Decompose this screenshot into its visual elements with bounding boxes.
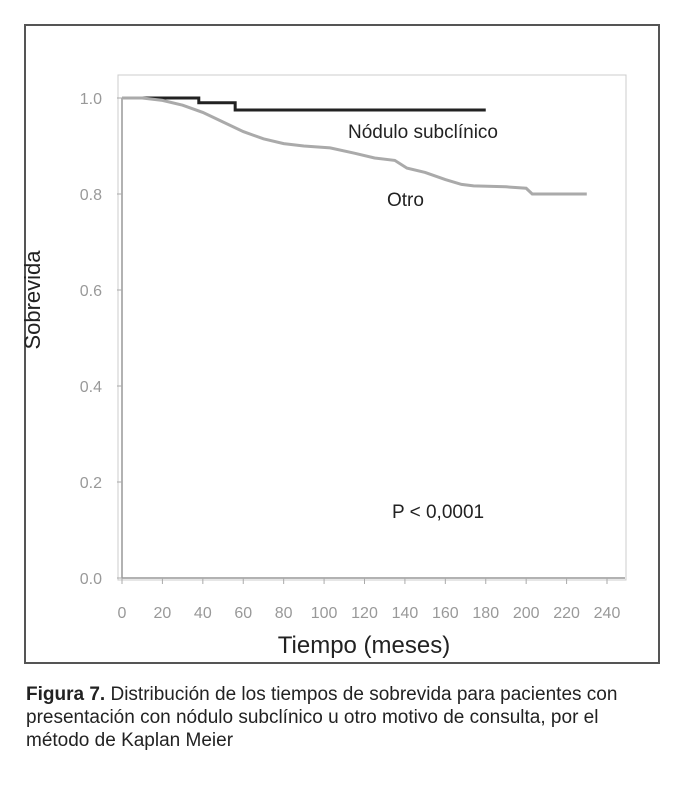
x-tick-label: 120: [351, 605, 378, 622]
series-line-nodulo-subclinico: [122, 96, 486, 112]
x-tick-label: 180: [472, 605, 499, 622]
y-tick-label: 0.4: [80, 379, 102, 396]
caption-label: Figura 7.: [26, 684, 106, 705]
x-tick-label: 80: [275, 605, 293, 622]
x-tick-label: 60: [234, 605, 252, 622]
x-tick-label: 160: [432, 605, 459, 622]
x-tick-label: 200: [513, 605, 540, 622]
y-tick-label: 0.6: [80, 283, 102, 300]
p-value-annotation: P < 0,0001: [392, 502, 484, 523]
legend-label-otro: Otro: [387, 190, 424, 211]
x-tick-label: 220: [553, 605, 580, 622]
plot-area: [117, 74, 627, 581]
x-axis-label: Tiempo (meses): [278, 632, 450, 659]
y-axis-label: Sobrevida: [20, 250, 45, 350]
figure-frame: [24, 24, 660, 664]
x-tick-label: 40: [194, 605, 212, 622]
y-tick-label: 0.2: [80, 475, 102, 492]
y-tick-label: 0.0: [80, 571, 102, 588]
x-tick-label: 20: [154, 605, 172, 622]
caption-text: Distribución de los tiempos de sobrevida…: [26, 684, 618, 751]
x-tick-label: 0: [118, 605, 127, 622]
x-tick-label: 240: [594, 605, 621, 622]
figure-caption: Figura 7. Distribución de los tiempos de…: [26, 683, 666, 752]
series-line-otro: [122, 96, 587, 196]
x-tick-label: 140: [392, 605, 419, 622]
kaplan-meier-chart: 0 20 40 60 80 100 120 140 160 180 200 220 240 0.0 0.2 0…: [20, 74, 627, 659]
y-tick-label: 0.8: [80, 187, 102, 204]
x-tick-label: 100: [311, 605, 338, 622]
legend-label-nodulo: Nódulo subclínico: [348, 122, 498, 143]
y-tick-label: 1.0: [80, 91, 102, 108]
